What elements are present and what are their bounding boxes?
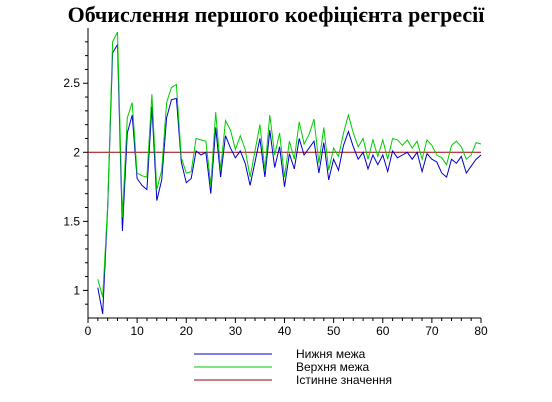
x-tick-label: 60 (376, 324, 390, 338)
x-tick-label: 30 (229, 324, 243, 338)
x-tick-label: 80 (474, 324, 488, 338)
chart-title: Обчислення першого коефіцієнта регресії (67, 2, 485, 27)
axes: 0 10 20 30 40 50 60 70 80 1 1.5 2 2.5 (63, 28, 488, 338)
series-line-upper-bound (97, 31, 482, 298)
x-tick-label: 40 (278, 324, 292, 338)
y-tick-label: 2 (73, 145, 80, 159)
x-tick-label: 20 (180, 324, 194, 338)
x-tick-label: 10 (130, 324, 144, 338)
series-line-lower-bound (97, 42, 482, 314)
x-tick-label: 70 (425, 324, 439, 338)
x-tick-label: 50 (327, 324, 341, 338)
x-tick-label: 0 (85, 324, 92, 338)
legend-label-true-value: Істинне значення (296, 373, 392, 387)
y-tick-label: 2.5 (63, 76, 80, 90)
plot-area (88, 31, 482, 314)
legend-label-lower-bound: Нижня межа (296, 347, 366, 361)
y-tick-label: 1.5 (63, 214, 80, 228)
y-tick-label: 1 (73, 283, 80, 297)
legend-label-upper-bound: Верхня межа (296, 360, 369, 374)
